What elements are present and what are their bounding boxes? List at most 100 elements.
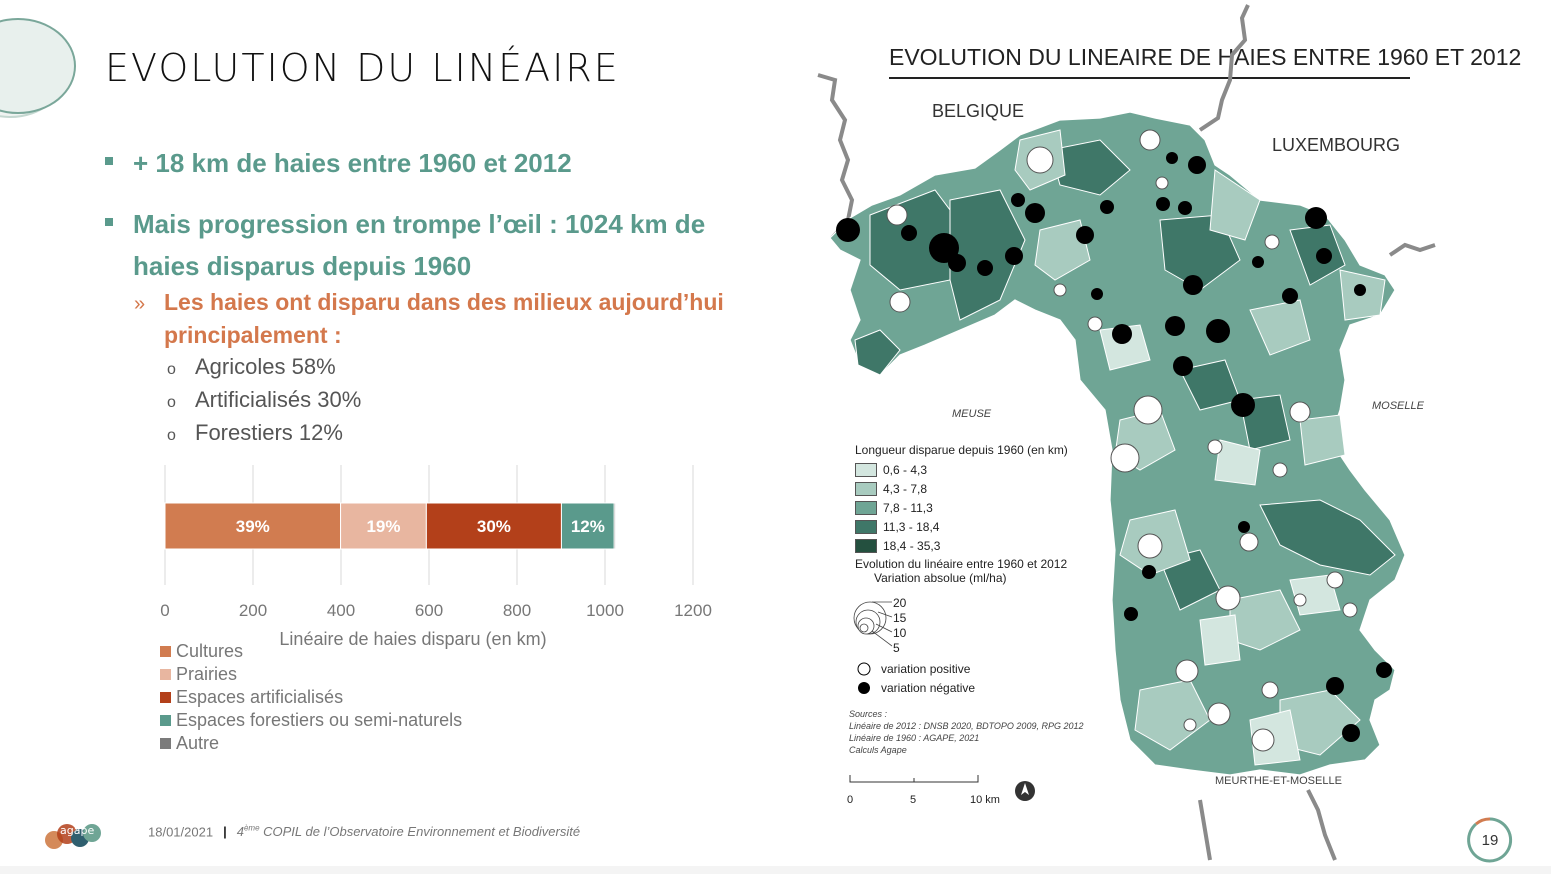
page-number-badge: 19 [1467,817,1513,863]
size-legend-circles [853,601,887,635]
legend-swatch [160,738,171,749]
bullet-1-text: + 18 km de haies entre 1960 et 2012 [133,148,572,178]
legend-swatch [160,692,171,703]
chevron-marker: » [134,293,146,315]
negative-variation-symbol [858,682,870,694]
map-legend-class: 11,3 - 18,4 [855,517,1068,536]
bar-segment [164,502,342,550]
circle-marker: o [167,394,176,411]
list-item: o Forestiers 12% [167,420,343,446]
bullet-2-text: Mais progression en trompe l’œil : 1024 … [133,209,706,281]
map-legend-class: 4,3 - 7,8 [855,479,1068,498]
bar-data-label: 19% [366,517,400,536]
legend-label: Espaces forestiers ou semi-naturels [176,710,463,730]
bullet-2: Mais progression en trompe l’œil : 1024 … [105,203,765,287]
bar-segment [340,502,427,550]
bullet-1: + 18 km de haies entre 1960 et 2012 [105,142,572,184]
sub-bullet: » Les haies ont disparu dans des milieux … [134,286,734,352]
bottom-bar [0,866,1551,874]
positive-variation-label: variation positive [881,662,971,676]
footer: 18/01/2021 | 4ème COPIL de l’Observatoire … [148,824,580,839]
x-tick-label: 1000 [586,601,624,620]
legend-item: Cultures [160,640,462,663]
sub-bullet-text: Les haies ont disparu dans des milieux a… [164,289,724,348]
map-sources: Sources : Linéaire de 2012 : DNSB 2020, … [849,709,1084,755]
list-item-text: Agricoles 58% [195,354,336,379]
circle-marker: o [167,427,176,444]
legend-item: Prairies [160,663,462,686]
bullet-square-icon [105,157,113,166]
legend-label: Prairies [176,664,238,684]
label-meurthe-et-moselle: MEURTHE-ET-MOSELLE [1215,775,1342,787]
x-tick-label: 400 [327,601,355,620]
scale-label-5: 5 [910,794,917,806]
choropleth-map [817,4,1436,861]
x-tick-label: 200 [239,601,267,620]
footer-separator: | [223,824,227,840]
legend-swatch [160,715,171,726]
footer-copil: 4ème COPIL de l’Observatoire Environneme… [236,824,581,840]
size-legend-leaders [871,601,893,647]
class-swatch [855,462,877,477]
class-swatch [855,500,877,515]
legend-label: Espaces artificialisés [176,687,344,707]
bullet-square-icon [105,218,113,227]
x-tick-label: 0 [160,601,169,620]
map-title-underline [889,77,1410,79]
legend-swatch [160,669,171,680]
list-item-text: Forestiers 12% [195,420,343,445]
germany-border [1388,242,1436,257]
legend-label: Cultures [176,641,244,661]
bar-segment [560,502,615,550]
label-belgique: BELGIQUE [932,101,1025,121]
variation-circles [836,129,1392,752]
map-legend-class: 18,4 - 35,3 [855,536,1068,555]
agape-logo: agape [45,824,101,849]
x-tick-label: 800 [503,601,531,620]
legend-label: Autre [176,733,220,753]
list-item: o Agricoles 58% [167,354,336,380]
scale-label-0: 0 [847,794,854,806]
negative-variation-label: variation négative [881,681,976,695]
x-tick-label: 1200 [674,601,712,620]
map-legend-title-2: Evolution du linéaire entre 1960 et 2012 [855,557,1068,571]
positive-variation-symbol [857,662,871,676]
bar-data-label: 39% [236,517,270,536]
legend-item: Espaces forestiers ou semi-naturels [160,709,462,732]
map-legend: Longueur disparue depuis 1960 (en km) 0,… [855,443,1068,695]
scale-bar [849,775,979,783]
north-arrow-icon [1015,781,1035,801]
size-legend-values: 20 15 10 5 [893,596,907,655]
footer-date: 18/01/2021 [148,824,214,840]
list-item: o Artificialisés 30% [167,387,361,413]
luxembourg-border [1198,4,1250,132]
x-tick-label: 600 [415,601,443,620]
page-number: 19 [1482,832,1499,849]
bar-segment [613,502,617,550]
map-legend-class: 0,6 - 4,3 [855,460,1068,479]
slide-title: EVOLUTION DU LINÉAIRE [105,46,620,90]
belgium-border [817,73,855,240]
map-title: EVOLUTION DU LINEAIRE DE HAIES ENTRE 196… [889,44,1522,70]
class-swatch [855,519,877,534]
label-moselle: MOSELLE [1372,400,1424,412]
bar-data-label: 12% [571,517,605,536]
map-legend-class: 7,8 - 11,3 [855,498,1068,517]
map-borders [817,4,1436,861]
map-legend-title: Longueur disparue depuis 1960 (en km) [855,443,1068,457]
legend-swatch [160,646,171,657]
logo-text: agape [60,824,94,837]
circle-marker: o [167,361,176,378]
south-border [1198,789,1337,861]
decorative-circle [0,18,76,114]
legend-item: Autre [160,732,462,755]
chart-legend: Cultures Prairies Espaces artificialisés… [160,640,462,755]
class-swatch [855,481,877,496]
class-swatch [855,538,877,553]
x-axis-label: Linéaire de haies disparu (en km) [279,629,546,649]
stacked-bar-chart: 0 200 400 600 800 1000 1200 39% 19% 30% 12% Linéair… [160,465,712,649]
scale-label-10: 10 km [970,794,1000,806]
map-legend-title-3: Variation absolue (ml/ha) [874,571,1007,585]
list-item-text: Artificialisés 30% [195,387,362,412]
bar-data-label: 30% [477,517,511,536]
